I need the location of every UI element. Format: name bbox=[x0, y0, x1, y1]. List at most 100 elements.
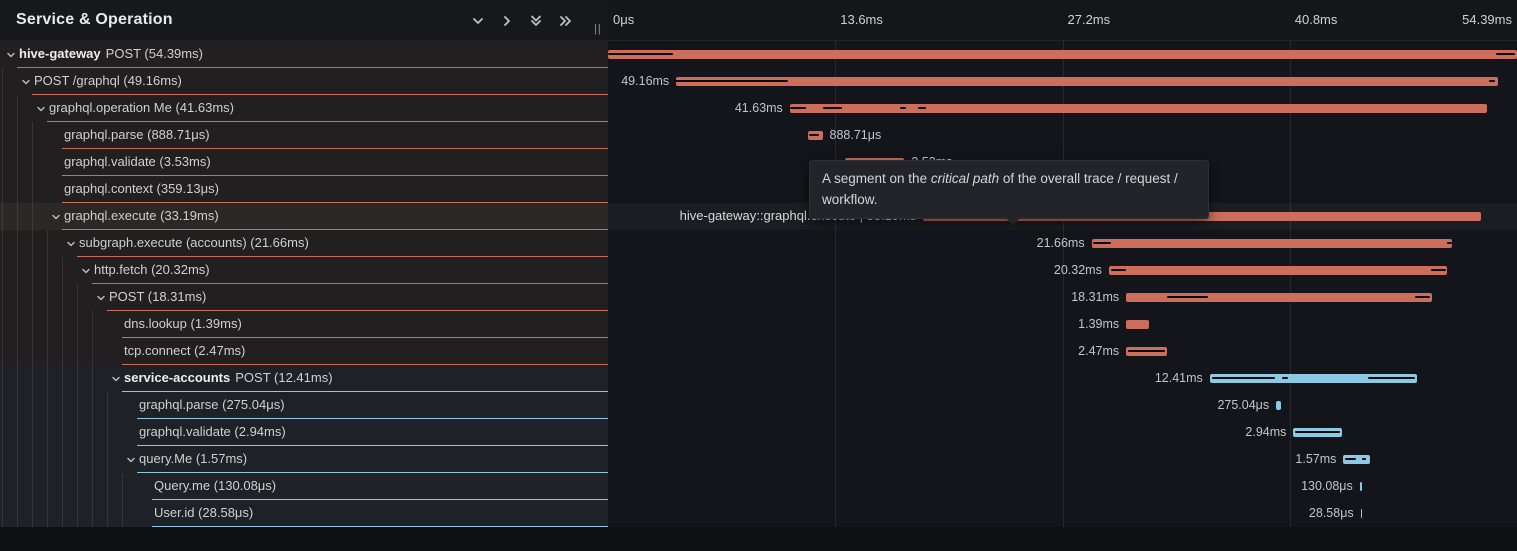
tree-indent-guide bbox=[107, 500, 108, 527]
span-name-cell[interactable]: subgraph.execute (accounts) (21.66ms) bbox=[0, 230, 608, 257]
tree-indent-guide bbox=[47, 392, 48, 419]
tree-indent-guide bbox=[107, 446, 108, 473]
span-bar[interactable] bbox=[1359, 482, 1363, 491]
tooltip-arrow bbox=[1006, 218, 1020, 225]
span-name-cell[interactable]: POST (18.31ms) bbox=[0, 284, 608, 311]
tree-indent-guide bbox=[62, 365, 63, 392]
span-name-cell[interactable]: graphql.context (359.13μs) bbox=[0, 176, 608, 203]
tree-indent-guide bbox=[32, 311, 33, 338]
span-bar[interactable] bbox=[676, 77, 1498, 86]
chevron-down-icon[interactable] bbox=[35, 102, 47, 114]
span-timeline-cell[interactable]: 2.47ms bbox=[608, 338, 1517, 365]
chevron-down-icon[interactable] bbox=[50, 210, 62, 222]
tree-indent-guide bbox=[62, 500, 63, 527]
row-underline bbox=[62, 148, 608, 149]
span-bar[interactable] bbox=[1108, 266, 1447, 275]
span-row: graphql.validate (2.94ms) 2.94ms bbox=[0, 419, 1517, 446]
span-timeline-cell[interactable]: 41.63ms bbox=[608, 95, 1517, 122]
span-bar[interactable] bbox=[1209, 374, 1417, 383]
span-rows-container: hive-gateway POST (54.39ms) POST /graphql … bbox=[0, 41, 1517, 527]
span-timeline-cell[interactable]: 28.58μs bbox=[608, 500, 1517, 527]
tree-indent-guide bbox=[107, 392, 108, 419]
tree-indent-guide bbox=[17, 338, 18, 365]
tree-indent-guide bbox=[32, 284, 33, 311]
span-timeline-cell[interactable]: 12.41ms bbox=[608, 365, 1517, 392]
tree-indent-guide bbox=[107, 473, 108, 500]
span-name-cell[interactable]: User.id (28.58μs) bbox=[0, 500, 608, 527]
span-name-cell[interactable]: graphql.validate (2.94ms) bbox=[0, 419, 608, 446]
span-bar[interactable] bbox=[608, 50, 1517, 59]
row-underline bbox=[92, 283, 608, 284]
tree-indent-guide bbox=[2, 257, 3, 284]
chevron-down-icon[interactable] bbox=[65, 237, 77, 249]
span-name-cell[interactable]: graphql.parse (275.04μs) bbox=[0, 392, 608, 419]
row-underline bbox=[137, 445, 608, 446]
span-name-label: graphql.validate (3.53ms) bbox=[64, 154, 211, 169]
span-name-cell[interactable]: graphql.execute (33.19ms) bbox=[0, 203, 608, 230]
span-bar[interactable] bbox=[1276, 401, 1282, 410]
critical-path-segment bbox=[1295, 431, 1340, 433]
span-timeline-cell[interactable]: 130.08μs bbox=[608, 473, 1517, 500]
span-name-cell[interactable]: dns.lookup (1.39ms) bbox=[0, 311, 608, 338]
tree-indent-guide bbox=[2, 500, 3, 527]
tree-indent-guide bbox=[2, 68, 3, 95]
row-underline bbox=[17, 67, 608, 68]
span-bar[interactable] bbox=[1126, 293, 1432, 302]
double-chevron-right-icon[interactable] bbox=[554, 10, 576, 32]
span-bar[interactable] bbox=[1126, 320, 1149, 329]
span-duration-label: 130.08μs bbox=[1301, 479, 1353, 493]
span-name-cell[interactable]: graphql.validate (3.53ms) bbox=[0, 149, 608, 176]
chevron-down-icon[interactable] bbox=[125, 453, 137, 465]
span-name-cell[interactable]: graphql.parse (888.71μs) bbox=[0, 122, 608, 149]
panel-resizer-handle[interactable]: || bbox=[594, 23, 602, 35]
tree-indent-guide bbox=[77, 284, 78, 311]
tree-indent-guide bbox=[77, 338, 78, 365]
span-bar[interactable] bbox=[789, 104, 1487, 113]
span-name-cell[interactable]: graphql.operation Me (41.63ms) bbox=[0, 95, 608, 122]
span-name-cell[interactable]: service-accounts POST (12.41ms) bbox=[0, 365, 608, 392]
span-timeline-cell[interactable]: 18.31ms bbox=[608, 284, 1517, 311]
chevron-down-icon[interactable] bbox=[20, 75, 32, 87]
span-name-label: graphql.context (359.13μs) bbox=[64, 181, 219, 196]
span-timeline-cell[interactable]: 49.16ms bbox=[608, 68, 1517, 95]
row-underline bbox=[152, 526, 608, 527]
chevron-down-icon[interactable] bbox=[80, 264, 92, 276]
chevron-down-icon[interactable] bbox=[5, 48, 17, 60]
span-name-cell[interactable]: Query.me (130.08μs) bbox=[0, 473, 608, 500]
double-chevron-down-icon[interactable] bbox=[525, 10, 547, 32]
span-name-cell[interactable]: tcp.connect (2.47ms) bbox=[0, 338, 608, 365]
row-underline bbox=[107, 310, 608, 311]
span-name-cell[interactable]: query.Me (1.57ms) bbox=[0, 446, 608, 473]
span-name-cell[interactable]: hive-gateway POST (54.39ms) bbox=[0, 41, 608, 68]
span-name-cell[interactable]: POST /graphql (49.16ms) bbox=[0, 68, 608, 95]
span-timeline-cell[interactable]: 2.94ms bbox=[608, 419, 1517, 446]
span-timeline-cell[interactable]: 1.39ms bbox=[608, 311, 1517, 338]
tooltip-text-prefix: A segment on the bbox=[822, 171, 931, 186]
span-name-label: query.Me (1.57ms) bbox=[139, 451, 248, 466]
tree-indent-guide bbox=[32, 203, 33, 230]
span-bar[interactable] bbox=[1360, 509, 1363, 518]
span-timeline-cell[interactable]: 21.66ms bbox=[608, 230, 1517, 257]
tree-indent-guide bbox=[2, 311, 3, 338]
tree-indent-guide bbox=[32, 473, 33, 500]
span-bar[interactable] bbox=[1343, 455, 1370, 464]
chevron-right-icon[interactable] bbox=[496, 10, 518, 32]
tree-indent-guide bbox=[17, 230, 18, 257]
span-timeline-cell[interactable]: 20.32ms bbox=[608, 257, 1517, 284]
span-name-cell[interactable]: http.fetch (20.32ms) bbox=[0, 257, 608, 284]
critical-path-segment bbox=[1361, 458, 1367, 460]
row-underline bbox=[47, 121, 608, 122]
critical-path-segment bbox=[1415, 296, 1430, 298]
row-underline bbox=[137, 472, 608, 473]
span-duration-label: 2.94ms bbox=[1245, 425, 1287, 439]
axis-tick-label: 54.39ms bbox=[1462, 12, 1512, 27]
span-timeline-cell[interactable]: 1.57ms bbox=[608, 446, 1517, 473]
chevron-down-icon[interactable] bbox=[110, 372, 122, 384]
chevron-down-icon[interactable] bbox=[95, 291, 107, 303]
chevron-down-icon[interactable] bbox=[467, 10, 489, 32]
span-timeline-cell[interactable]: 888.71μs bbox=[608, 122, 1517, 149]
span-bar[interactable] bbox=[1091, 239, 1453, 248]
span-duration-label: 20.32ms bbox=[1053, 263, 1102, 277]
span-timeline-cell[interactable]: 275.04μs bbox=[608, 392, 1517, 419]
span-timeline-cell[interactable] bbox=[608, 41, 1517, 68]
